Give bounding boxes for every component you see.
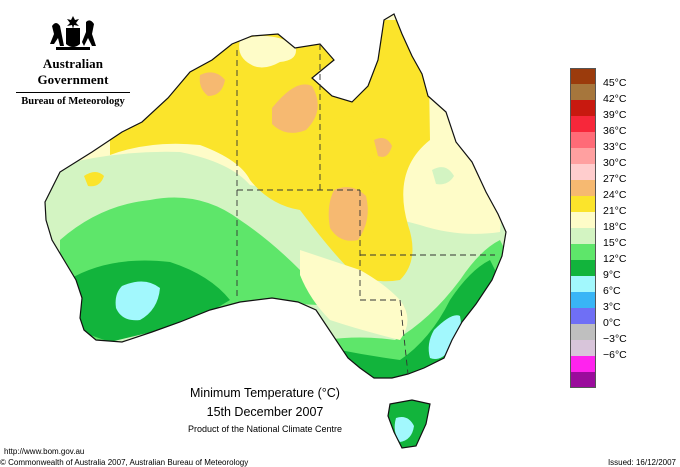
bureau-title: Bureau of Meteorology xyxy=(21,96,125,107)
legend-label: 0°C xyxy=(603,317,621,329)
legend-label: 24°C xyxy=(603,189,627,201)
legend-row: 33°C xyxy=(570,132,634,153)
legend-swatch xyxy=(570,148,596,164)
legend-swatch xyxy=(570,244,596,260)
legend-label: 27°C xyxy=(603,173,627,185)
legend-label: 15°C xyxy=(603,237,627,249)
copyright-text: © Commonwealth of Australia 2007, Austra… xyxy=(0,458,249,467)
legend-swatch xyxy=(570,68,596,84)
legend-label: 21°C xyxy=(603,205,627,217)
legend-row: 3°C xyxy=(570,292,634,313)
map-date: 15th December 2007 xyxy=(206,405,324,419)
legend-swatch xyxy=(570,164,596,180)
legend-label: −6°C xyxy=(603,349,627,361)
legend-swatch xyxy=(570,180,596,196)
legend-row: 45°C xyxy=(570,68,634,89)
legend-label: 30°C xyxy=(603,157,627,169)
map-title: Minimum Temperature (°C) xyxy=(190,386,340,400)
legend-swatch xyxy=(570,372,596,388)
legend-row: 42°C xyxy=(570,84,634,105)
legend-swatch xyxy=(570,292,596,308)
legend-swatch xyxy=(570,212,596,228)
legend-row: 12°C xyxy=(570,244,634,265)
legend-row: 21°C xyxy=(570,196,634,217)
bom-url-link[interactable]: http://www.bom.gov.au xyxy=(4,447,85,456)
legend-swatch xyxy=(570,356,596,372)
government-title: Australian Government xyxy=(37,56,109,87)
legend-label: 33°C xyxy=(603,141,627,153)
legend-row: 27°C xyxy=(570,164,634,185)
legend-row: −6°C xyxy=(570,340,634,361)
legend-row: 36°C xyxy=(570,116,634,137)
legend-label: 42°C xyxy=(603,93,627,105)
legend-row xyxy=(570,372,634,388)
legend-label: 6°C xyxy=(603,285,621,297)
legend-row: 39°C xyxy=(570,100,634,121)
map-caption: Minimum Temperature (°C) 15th December 2… xyxy=(120,386,410,435)
legend-row: 30°C xyxy=(570,148,634,169)
legend-swatch xyxy=(570,340,596,356)
legend-swatch xyxy=(570,276,596,292)
legend-label: 9°C xyxy=(603,269,621,281)
legend-label: −3°C xyxy=(603,333,627,345)
logo-divider xyxy=(16,92,130,93)
coat-of-arms-icon xyxy=(50,16,96,50)
legend-row xyxy=(570,356,634,372)
legend-label: 12°C xyxy=(603,253,627,265)
legend-swatch xyxy=(570,260,596,276)
legend-row: 6°C xyxy=(570,276,634,297)
legend-row: 18°C xyxy=(570,212,634,233)
legend-label: 36°C xyxy=(603,125,627,137)
legend-swatch xyxy=(570,116,596,132)
legend-swatch xyxy=(570,84,596,100)
legend-row: 24°C xyxy=(570,180,634,201)
map-product: Product of the National Climate Centre xyxy=(187,424,343,434)
legend-swatch xyxy=(570,132,596,148)
legend-row: 15°C xyxy=(570,228,634,249)
legend-swatch xyxy=(570,324,596,340)
temperature-legend: 45°C 42°C 39°C 36°C 33°C 30°C 27°C 24°C 21°C 18°C… xyxy=(570,68,634,388)
legend-swatch xyxy=(570,308,596,324)
bom-logo: Australian Government Bureau of Meteorol… xyxy=(8,12,138,107)
legend-swatch xyxy=(570,196,596,212)
legend-label: 39°C xyxy=(603,109,627,121)
legend-swatch xyxy=(570,228,596,244)
legend-row: 0°C xyxy=(570,308,634,329)
legend-label: 3°C xyxy=(603,301,621,313)
legend-label: 18°C xyxy=(603,221,627,233)
issued-date: Issued: 16/12/2007 xyxy=(607,458,676,467)
legend-swatch xyxy=(570,100,596,116)
legend-label: 45°C xyxy=(603,77,627,89)
legend-row: 9°C xyxy=(570,260,634,281)
legend-row: −3°C xyxy=(570,324,634,345)
